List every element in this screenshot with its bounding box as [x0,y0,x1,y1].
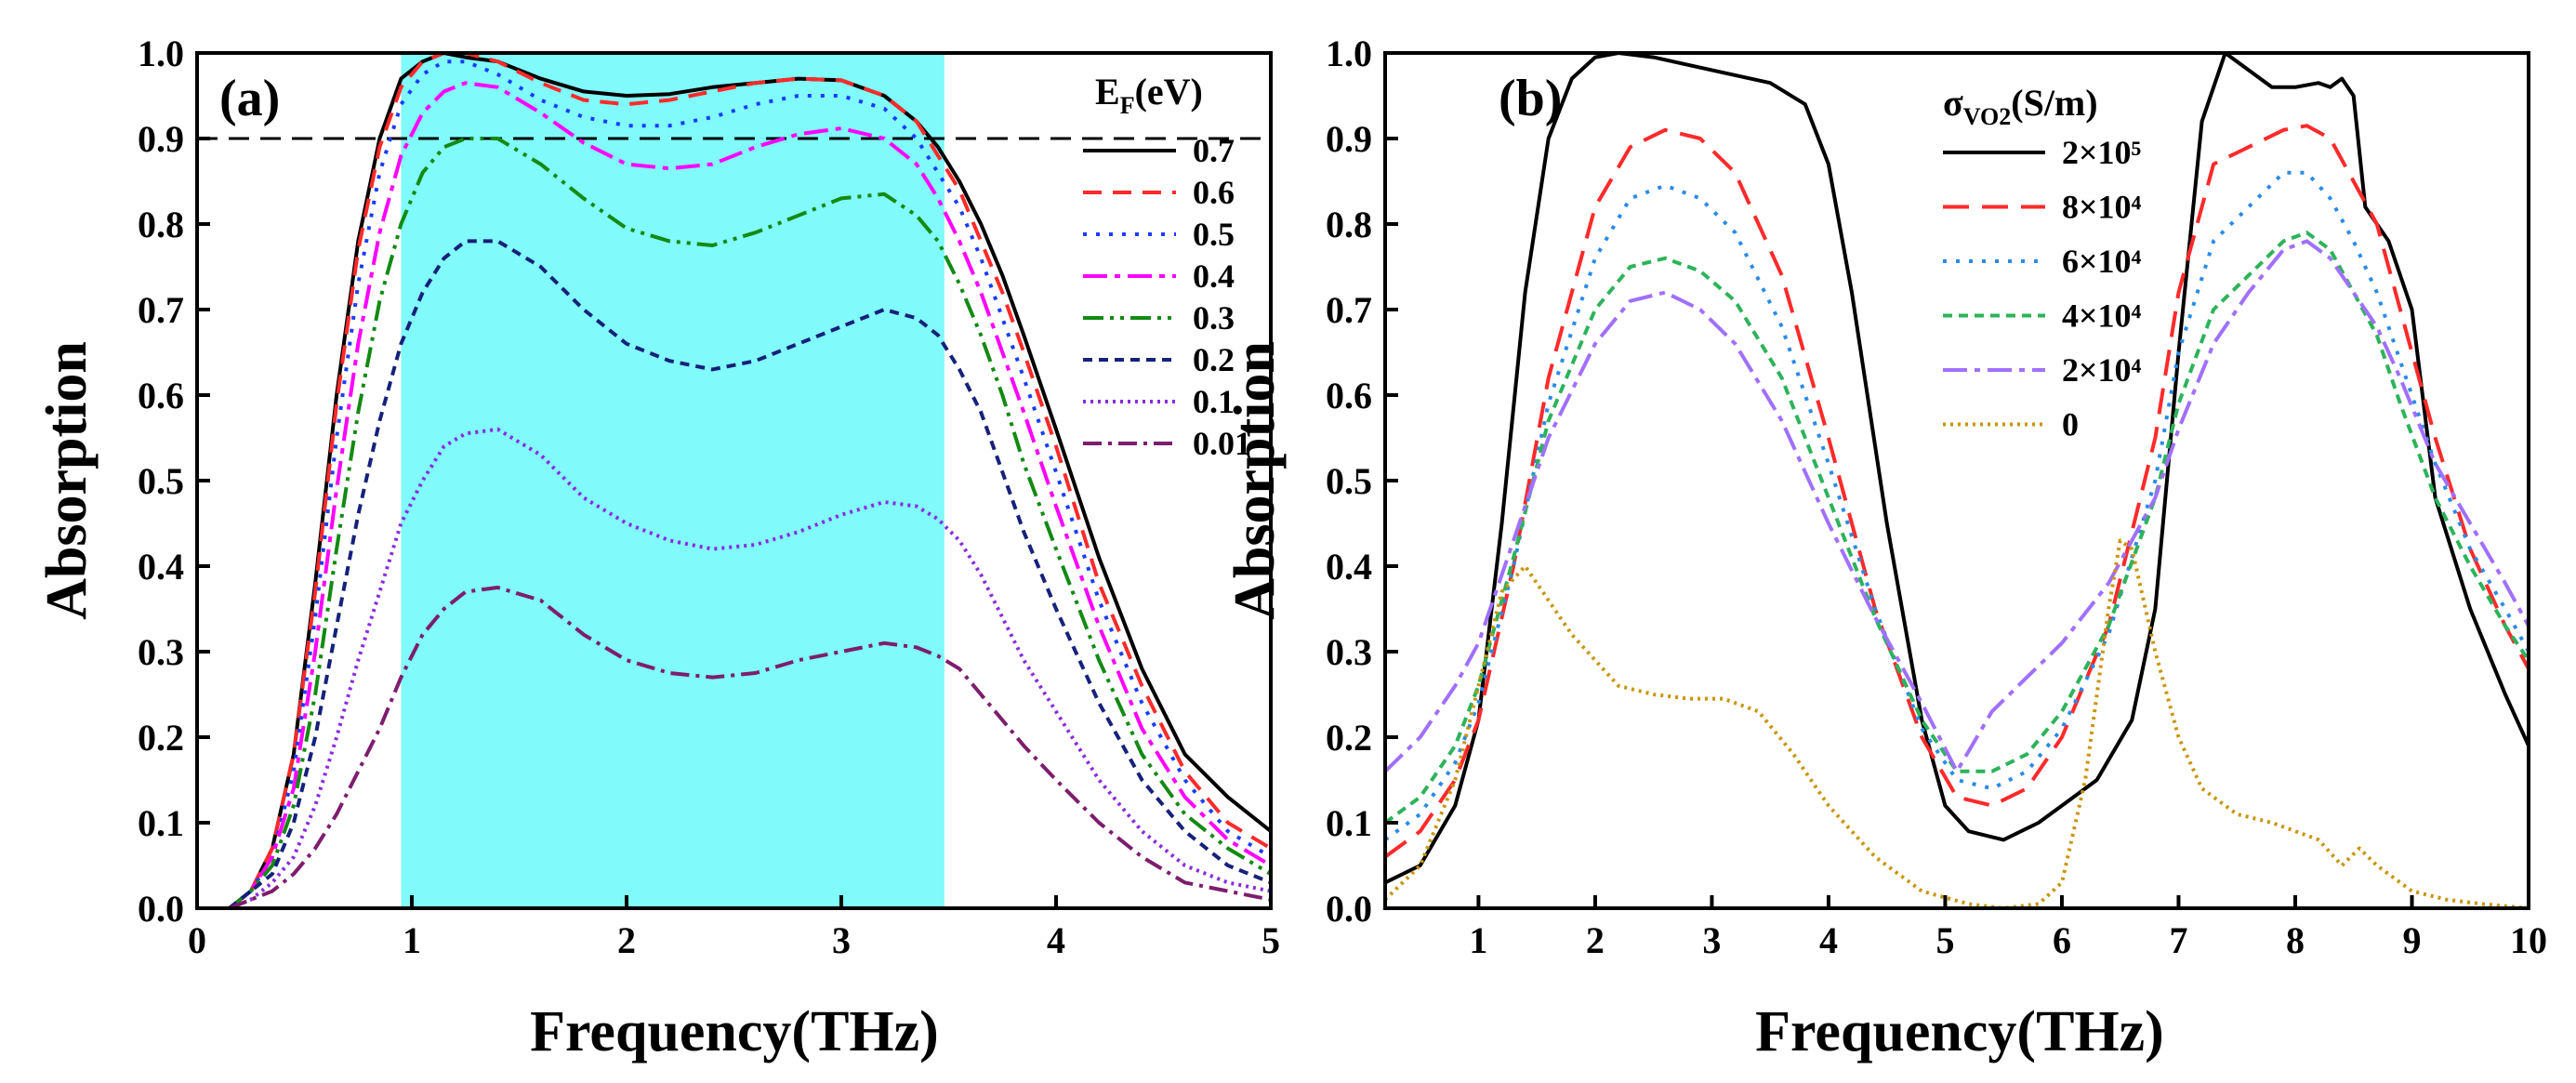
x-tick-label: 4 [1819,919,1838,961]
y-tick-label: 0.0 [1326,888,1372,930]
legend-title-unit: (eV) [1135,71,1203,112]
y-tick-label: 1.0 [1326,33,1372,74]
x-tick-label: 3 [1702,919,1721,961]
y-tick-label: 0.1 [1326,802,1372,844]
legend-title-main: σ [1943,82,1963,124]
plot-frame [1383,51,2530,910]
series-line-5 [1383,538,2530,910]
y-tick-label: 0.8 [1326,204,1372,245]
x-tick-label: 1 [403,919,421,961]
legend-title-unit: (S/m) [2011,82,2097,124]
legend-title-subscript: F [1120,92,1135,119]
series-line-6 [228,427,1272,910]
legend-title-subscript: VO2 [1963,103,2011,130]
series-line-3 [228,81,1273,910]
x-tick-label: 0 [188,919,206,961]
legend-label-5: 0.2 [1193,341,1235,378]
y-tick-label: 0.9 [1326,118,1372,160]
y-tick-label: 0.2 [138,717,184,759]
x-tick-label: 10 [2510,919,2547,961]
x-tick-label: 6 [2053,919,2071,961]
legend-title: σVO2(S/m) [1943,82,2098,130]
y-tick-label: 0.5 [1326,460,1372,502]
x-tick-label: 7 [2169,919,2187,961]
series-line-4 [1383,239,2530,773]
legend-label-0: 2×10⁵ [2062,134,2142,171]
panel-label: (a) [219,70,280,127]
legend-label-3: 0.4 [1193,258,1235,295]
x-tick-label: 5 [1262,919,1280,961]
panel-b: 0.0 0.1 0.2 0.3 0.4 0.5 0.6 0.7 0.8 0.9 1.0 1 2 3 4 5 6 7… [1223,33,2547,1063]
x-tick-label: 2 [617,919,636,961]
legend-label-4: 0.3 [1193,299,1235,337]
x-axis-title: Frequency(THz) [1755,1000,2164,1063]
y-tick-label: 0.4 [138,546,184,588]
y-tick-label: 0.1 [138,802,184,844]
x-tick-label: 1 [1469,919,1487,961]
panel-label: (b) [1499,70,1562,127]
y-axis-title: Absorption [35,341,99,620]
legend-title-main: E [1095,71,1120,112]
y-tick-label: 0.2 [1326,717,1372,759]
legend-label-0: 0.7 [1193,132,1235,169]
series-line-5 [228,239,1272,910]
y-tick-label: 0.6 [138,375,184,416]
x-tick-label: 9 [2402,919,2421,961]
legend-label-1: 8×10⁴ [2062,189,2142,226]
y-tick-label: 0.9 [138,118,184,160]
y-tick-label: 0.6 [1326,375,1372,416]
y-tick-label: 0.3 [138,631,184,673]
legend-label-1: 0.6 [1193,174,1235,211]
x-tick-label: 3 [832,919,851,961]
legend-label-2: 0.5 [1193,216,1235,253]
y-tick-label: 0.4 [1326,546,1372,588]
series-line-4 [228,137,1273,910]
x-tick-label: 8 [2286,919,2305,961]
x-tick-label: 4 [1047,919,1065,961]
legend-title: EF(eV) [1095,71,1203,119]
panel-a: 0.0 0.1 0.2 0.3 0.4 0.5 0.6 0.7 0.8 0.9 1.0 0 1 2 3 4 5 F… [35,33,1280,1063]
series-line-3 [1383,231,2530,825]
series-line-2 [1383,170,2530,842]
legend-label-3: 4×10⁴ [2062,297,2142,335]
y-tick-label: 0.7 [1326,289,1372,331]
legend-label-7: 0.01 [1193,425,1251,462]
series-line-0 [1384,51,2530,885]
y-axis-title: Absorption [1223,341,1287,620]
x-axis-title: Frequency(THz) [530,1000,939,1063]
x-tick-label: 5 [1935,919,1954,961]
legend-label-2: 6×10⁴ [2062,243,2142,280]
y-tick-label: 0.8 [138,204,184,245]
legend-label-5: 0 [2062,406,2079,443]
series-line-1 [228,51,1273,910]
series-line-1 [1383,124,2530,859]
y-tick-label: 1.0 [138,33,184,74]
legend-label-6: 0.1 [1193,383,1235,420]
y-tick-label: 0.3 [1326,631,1372,673]
x-tick-label: 2 [1586,919,1605,961]
y-tick-label: 0.5 [138,460,184,502]
y-tick-label: 0.0 [138,888,184,930]
shaded-band [401,53,945,908]
legend-label-4: 2×10⁴ [2062,351,2142,389]
y-tick-label: 0.7 [138,289,184,331]
